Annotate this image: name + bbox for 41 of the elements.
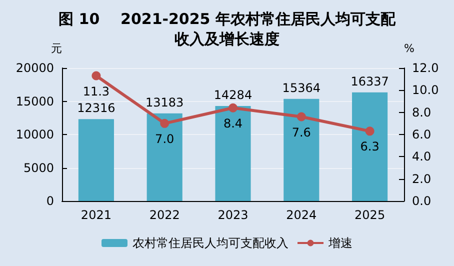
data-label: 7.6: [292, 125, 311, 140]
point: [228, 103, 238, 112]
y2-tick-label: 12.0: [412, 61, 439, 75]
x-tick-label: 2023: [218, 208, 248, 222]
y-axis-title: 元: [51, 42, 62, 55]
data-label: 11.3: [82, 84, 110, 98]
y2-tick-label: 0.0: [412, 194, 432, 208]
data-label: 6.3: [360, 140, 380, 154]
y2-tick-label: 4.0: [412, 150, 432, 164]
data-label: 15364: [282, 80, 320, 95]
data-label: 16337: [350, 74, 389, 88]
y2-tick-label: 6.0: [412, 128, 432, 142]
data-label: 7.0: [155, 132, 174, 146]
x-tick-label: 2025: [354, 208, 386, 222]
data-label: 8.4: [223, 116, 243, 130]
data-label: 13183: [146, 95, 184, 110]
point: [365, 126, 374, 136]
bar: [284, 98, 320, 201]
y2-tick-label: 8.0: [412, 105, 432, 120]
bar: [78, 119, 114, 201]
x-tick-label: 2022: [149, 208, 180, 222]
bar: [146, 113, 182, 201]
point: [160, 118, 170, 128]
y2-axis-title: %: [404, 42, 414, 55]
data-label: 14284: [214, 88, 252, 102]
bar: [215, 106, 251, 201]
y-tick-label: 10000: [16, 128, 54, 142]
x-tick-label: 2021: [80, 208, 112, 222]
y-tick-label: 20000: [16, 61, 54, 75]
legend-label: 农村常住居民人均可支配收入: [132, 236, 288, 250]
point: [92, 71, 101, 80]
legend-label: 增速: [328, 236, 352, 250]
y-tick-label: 5000: [23, 160, 54, 175]
y2-tick-label: 10.0: [412, 83, 439, 98]
bar: [352, 92, 388, 201]
x-tick-label: 2024: [286, 208, 317, 222]
y2-tick-label: 2.0: [412, 172, 432, 186]
y-tick-label: 15000: [16, 94, 54, 108]
data-label: 12316: [77, 101, 116, 116]
point: [296, 112, 306, 122]
y-tick-label: 0: [46, 194, 54, 208]
